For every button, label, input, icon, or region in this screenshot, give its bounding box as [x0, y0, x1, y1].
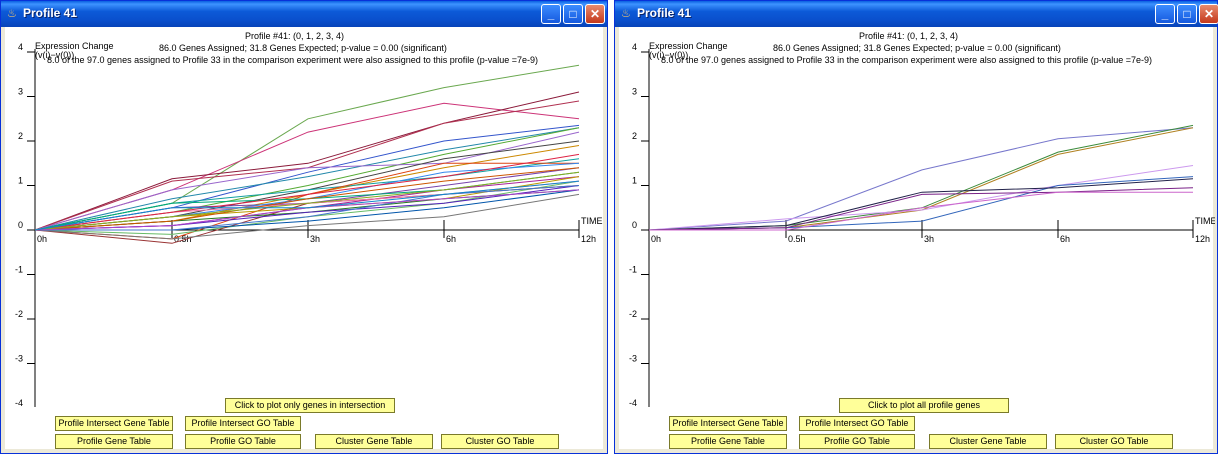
time-axis-label: TIME	[581, 216, 603, 226]
x-tick-label: 0.5h	[788, 234, 806, 244]
genes-assigned-label: 86.0 Genes Assigned; 31.8 Genes Expected…	[159, 43, 447, 53]
cluster-gene-table-button[interactable]: Cluster Gene Table	[315, 434, 433, 449]
gene-series-line	[34, 127, 580, 231]
y-tick-label: 0	[18, 220, 23, 230]
comparison-label: 8.0 of the 97.0 genes assigned to Profil…	[661, 55, 1153, 65]
profile-gene-table-button[interactable]: Profile Gene Table	[55, 434, 173, 449]
y-tick-label: 3	[632, 87, 637, 97]
x-tick-label: 6h	[446, 234, 456, 244]
y-tick-label: -3	[15, 354, 23, 364]
gene-series-line	[649, 191, 1193, 231]
y-tick-label: 3	[18, 87, 23, 97]
java-app-icon: ♨	[7, 8, 17, 20]
x-tick-label: 12h	[581, 234, 596, 244]
profile-intersect-go-table-button[interactable]: Profile Intersect GO Table	[799, 416, 915, 431]
profile-chart: 4 3 2 1 0 -1 -2 -3 -4 0h 0.5h 3h 6h 12h TIME	[15, 42, 603, 407]
gene-series-line	[648, 178, 1194, 231]
y-tick-label: -2	[629, 309, 637, 319]
y-tick-label: -3	[629, 354, 637, 364]
plot-panel: Profile #41: (0, 1, 2, 3, 4) 86.0 Genes …	[5, 27, 603, 449]
gene-series-line	[34, 153, 580, 231]
close-button[interactable]: ✕	[1199, 4, 1218, 24]
gene-series-line	[648, 187, 1194, 231]
y-tick-label: 1	[632, 176, 637, 186]
title-bar[interactable]: ♨ Profile 41 _ □ ✕	[615, 1, 1218, 27]
comparison-label: 8.0 of the 97.0 genes assigned to Profil…	[47, 55, 539, 65]
y-tick-label: -4	[15, 398, 23, 407]
y-tick-label: 4	[632, 42, 637, 52]
gene-series-line	[34, 64, 580, 231]
gene-series-line	[648, 127, 1194, 231]
y-tick-label: 2	[632, 131, 637, 141]
x-tick-label: 0.5h	[174, 234, 192, 244]
x-tick-label: 3h	[310, 234, 320, 244]
cluster-go-table-button[interactable]: Cluster GO Table	[1055, 434, 1173, 449]
maximize-button[interactable]: □	[563, 4, 583, 24]
gene-series-line	[648, 165, 1194, 231]
profile-window-left: ♨ Profile 41 _ □ ✕ Profile #41: (0, 1, 2…	[0, 0, 608, 454]
x-tick-label: 0h	[651, 234, 661, 244]
gene-series-line	[34, 180, 580, 231]
x-tick-label: 12h	[1195, 234, 1210, 244]
y-axis-label-line2: (v(i)−v(0))	[649, 50, 689, 60]
plot-panel: Profile #41: (0, 1, 2, 3, 4) 86.0 Genes …	[619, 27, 1215, 449]
gene-series-line	[34, 167, 580, 231]
java-app-icon: ♨	[621, 8, 631, 20]
gene-series-line	[34, 171, 580, 231]
profile-intersect-gene-table-button[interactable]: Profile Intersect Gene Table	[669, 416, 787, 431]
gene-series-line	[648, 127, 1194, 231]
profile-label: Profile #41: (0, 1, 2, 3, 4)	[245, 31, 345, 41]
cluster-gene-table-button[interactable]: Cluster Gene Table	[929, 434, 1047, 449]
y-tick-label: 1	[18, 176, 23, 186]
minimize-button[interactable]: _	[1155, 4, 1175, 24]
profile-gene-table-button[interactable]: Profile Gene Table	[669, 434, 787, 449]
y-axis-label-line1: Expression Change	[649, 41, 728, 51]
genes-assigned-label: 86.0 Genes Assigned; 31.8 Genes Expected…	[773, 43, 1061, 53]
y-tick-label: 0	[632, 220, 637, 230]
cluster-go-table-button[interactable]: Cluster GO Table	[441, 434, 559, 449]
y-tick-label: -4	[629, 398, 637, 407]
y-tick-label: -2	[15, 309, 23, 319]
x-tick-label: 6h	[1060, 234, 1070, 244]
gene-series-line	[34, 91, 580, 231]
x-tick-label: 0h	[37, 234, 47, 244]
y-tick-label: -1	[15, 265, 23, 275]
minimize-button[interactable]: _	[541, 4, 561, 24]
plot-all-genes-button[interactable]: Click to plot all profile genes	[839, 398, 1009, 413]
close-button[interactable]: ✕	[585, 4, 605, 24]
y-tick-label: 2	[18, 131, 23, 141]
plot-intersection-button[interactable]: Click to plot only genes in intersection	[225, 398, 395, 413]
y-tick-label: 4	[18, 42, 23, 52]
profile-intersect-gene-table-button[interactable]: Profile Intersect Gene Table	[55, 416, 173, 431]
y-tick-label: -1	[629, 265, 637, 275]
window-title: Profile 41	[23, 6, 78, 20]
profile-chart: 4 3 2 1 0 -1 -2 -3 -4 0h 0.5h 3h 6h 12h TIME	[629, 42, 1215, 407]
x-tick-label: 3h	[924, 234, 934, 244]
y-axis-label-line1: Expression Change	[35, 41, 114, 51]
gene-series-line	[35, 185, 580, 231]
gene-series-line	[34, 180, 580, 231]
profile-window-right: ♨ Profile 41 _ □ ✕ Profile #41: (0, 1, 2…	[614, 0, 1218, 454]
profile-label: Profile #41: (0, 1, 2, 3, 4)	[859, 31, 959, 41]
y-axis-label-line2: (v(i)−v(0))	[35, 50, 75, 60]
maximize-button[interactable]: □	[1177, 4, 1197, 24]
gene-series-line	[34, 100, 580, 231]
profile-intersect-go-table-button[interactable]: Profile Intersect GO Table	[185, 416, 301, 431]
window-title: Profile 41	[637, 6, 692, 20]
gene-series-line	[34, 131, 580, 231]
profile-go-table-button[interactable]: Profile GO Table	[799, 434, 915, 449]
gene-series-line	[34, 193, 580, 240]
profile-go-table-button[interactable]: Profile GO Table	[185, 434, 301, 449]
time-axis-label: TIME	[1195, 216, 1215, 226]
title-bar[interactable]: ♨ Profile 41 _ □ ✕	[1, 1, 607, 27]
